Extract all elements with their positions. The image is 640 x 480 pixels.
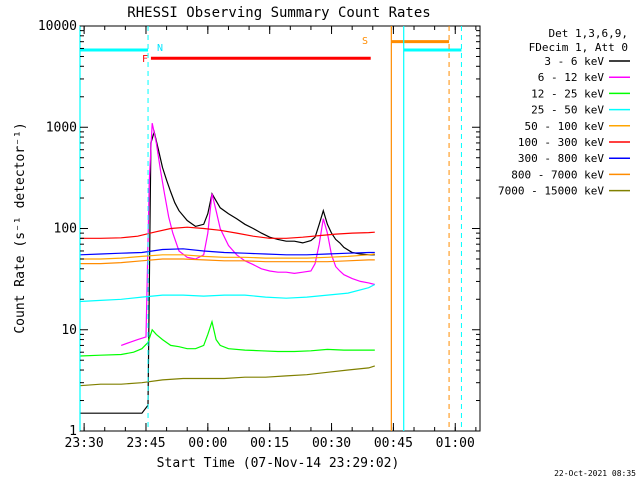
- y-axis-label: Count Rate (s⁻¹ detector⁻¹): [13, 122, 28, 333]
- series-line-3-6-kev: [80, 129, 375, 414]
- flag-label-s: S: [362, 36, 368, 47]
- flag-label-n: N: [157, 43, 163, 54]
- flag-label-f: F: [142, 54, 148, 65]
- y-tick-label: 10000: [38, 19, 77, 34]
- flags-layer: [79, 26, 462, 431]
- y-tick-label: 100: [54, 222, 77, 237]
- x-tick-label: 00:15: [250, 436, 289, 451]
- x-tick-label: 00:30: [312, 436, 351, 451]
- legend-label: 800 - 7000 keV: [511, 168, 604, 181]
- legend-label: 50 - 100 keV: [525, 120, 605, 133]
- legend-label: 25 - 50 keV: [531, 104, 604, 117]
- series-line-25-50-kev: [79, 283, 376, 303]
- x-tick-label: 00:45: [374, 436, 413, 451]
- legend-header: FDecim 1, Att 0: [529, 41, 628, 54]
- x-tick-label: 23:45: [126, 436, 165, 451]
- legend-label: 3 - 6 keV: [544, 55, 604, 68]
- x-tick-label: 01:00: [436, 436, 475, 451]
- legend: Det 1,3,6,9,FDecim 1, Att 03 - 6 keV 6 - …: [498, 27, 630, 198]
- series-line-100-300-kev: [80, 226, 375, 239]
- y-tick-label: 1000: [46, 120, 77, 135]
- legend-header: Det 1,3,6,9,: [549, 27, 628, 40]
- series-line-7000-15000-kev: [79, 365, 375, 387]
- ticks-layer: 23:30 23:45 00:00 00:15 00:30 00:45 01:00 1 10 10…: [38, 19, 480, 451]
- legend-label: 12 - 25 keV: [531, 87, 604, 100]
- legend-label: 300 - 800 keV: [518, 152, 604, 165]
- lines-layer: [79, 122, 376, 414]
- y-tick-label: 10: [61, 323, 77, 338]
- x-axis-label: Start Time (07-Nov-14 23:29:02): [157, 456, 400, 471]
- x-tick-label: 00:00: [188, 436, 227, 451]
- chart-title: RHESSI Observing Summary Count Rates: [127, 5, 430, 21]
- legend-label: 7000 - 15000 keV: [498, 185, 604, 198]
- y-tick-label: 1: [69, 424, 77, 439]
- timestamp: 22-Oct-2021 08:35: [554, 469, 636, 478]
- legend-label: 6 - 12 keV: [538, 71, 605, 84]
- plot-frame: [79, 25, 481, 432]
- x-tick-label: 23:30: [65, 436, 104, 451]
- series-line-800-7000-kev: [80, 258, 375, 265]
- series-line-50-100-kev: [80, 253, 375, 260]
- series-line-12-25-kev: [79, 319, 375, 357]
- legend-label: 100 - 300 keV: [518, 136, 604, 149]
- series-line-300-800-kev: [79, 248, 375, 256]
